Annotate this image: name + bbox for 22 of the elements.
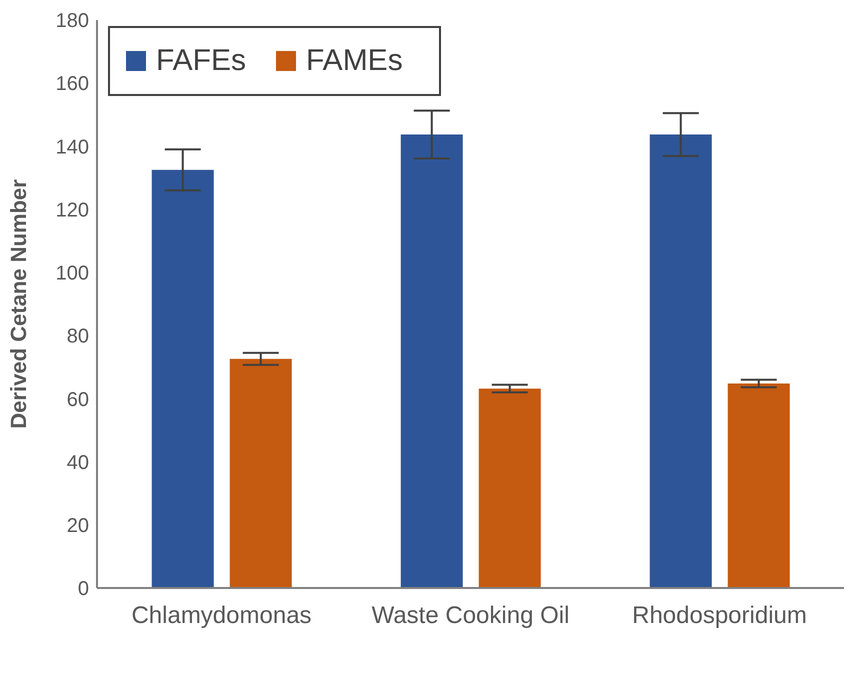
y-tick-label: 80 (66, 326, 89, 348)
bar (400, 134, 463, 588)
bar (650, 134, 712, 588)
bar (152, 170, 214, 588)
y-tick-label: 120 (56, 199, 89, 222)
y-tick-label: 160 (56, 73, 89, 96)
y-tick-label: 100 (56, 262, 89, 285)
bar (728, 384, 790, 588)
y-tick-label: 140 (56, 136, 89, 158)
y-tick-label: 20 (66, 514, 89, 537)
y-axis-title: Derived Cetane Number (6, 178, 31, 429)
y-tick-label: 60 (66, 388, 89, 411)
y-tick-label: 40 (66, 452, 89, 474)
y-tick-label: 180 (56, 10, 89, 32)
x-tick-label: Waste Cooking Oil (372, 602, 570, 630)
y-tick-label: 0 (78, 578, 89, 600)
x-tick-label: Chlamydomonas (131, 602, 312, 630)
legend-label: FAFEs (155, 44, 246, 78)
legend-label: FAMEs (305, 44, 403, 78)
bar (478, 388, 541, 588)
bar (230, 358, 292, 588)
x-tick-label: Rhodosporidium (632, 602, 807, 630)
